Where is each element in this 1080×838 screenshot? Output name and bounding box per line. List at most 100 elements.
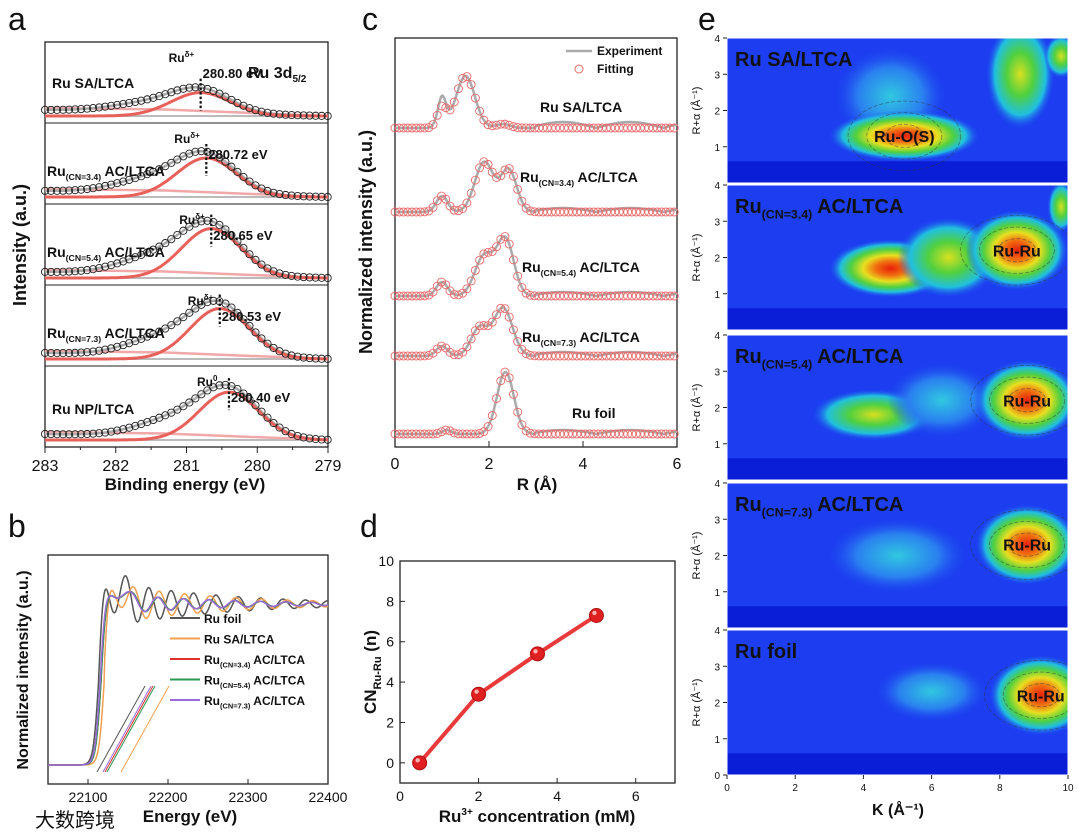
data-point [245,321,254,330]
fitting-point [504,239,514,249]
fitting-point [508,325,518,335]
fitting-point [390,123,400,133]
fitting-point [585,291,595,301]
y-tick-label: 4 [714,626,720,637]
data-point [269,343,278,352]
data-point [101,102,110,111]
sample-label: Ru(CN=7.3) AC/LTCA [47,325,165,344]
fitting-point [407,207,417,217]
fitting-point [597,429,607,439]
fitting-point [521,349,531,359]
species-label: Ru0 [197,374,218,389]
data-point [173,317,182,326]
data-point [323,273,332,283]
data-point [46,267,56,276]
data-point [131,97,140,106]
label-part: AC/LTCA [812,494,903,516]
data-point [185,308,194,317]
data-point [173,86,182,95]
fitting-point [508,122,518,132]
fitting-point [534,291,544,301]
data-point [101,262,110,271]
fitting-point [597,351,607,361]
x-tick-label: 283 [32,458,59,475]
data-point [317,435,326,444]
fitting-point [415,429,425,439]
fitting-point [492,242,501,252]
label-part: 5/2 [292,74,306,85]
fitting-point [648,123,658,133]
label-part: δ+ [195,212,205,221]
map-title: Ru SA/LTCA [735,49,852,71]
data-point [179,226,188,235]
data-point [77,105,86,114]
map-title: Ru(CN=7.3) AC/LTCA [735,494,903,520]
y-tick-label: 4 [714,181,720,192]
xanes-curve [48,575,328,766]
data-point [77,266,86,275]
peak-energy-label: 280.65 eV [213,228,273,243]
point-highlight [415,758,420,763]
data-point [245,177,254,186]
data-point [119,99,128,109]
ru-component-fit [45,390,328,442]
y-tick-label: 1 [714,588,720,599]
fitting-point [555,123,565,133]
fitting-point [593,351,603,361]
data-point [119,257,128,266]
peak-energy-label: 280.53 eV [222,309,282,324]
data-point [161,239,170,248]
fitting-point [500,304,510,314]
wavelet-map: Ru foil Ru-Ru 0 1 2 3 4 R+α (Å⁻¹) [690,626,1069,782]
fitting-point [627,207,637,217]
fitting-point [449,289,459,299]
fitting-point [458,73,468,83]
fitting-point [614,207,624,217]
label-part: Ru [204,694,220,708]
fitting-point [441,194,451,204]
fitting-point [593,291,603,301]
data-point [143,418,152,427]
fitting-point [525,206,535,216]
fitting-point [411,351,421,361]
intensity-lobe [986,38,1055,129]
fitting-point [538,207,548,217]
label-part: Ru-Ru [372,656,384,689]
fitting-point [420,123,430,133]
fitting-point [466,334,476,344]
fitting-point [420,291,430,301]
data-point [131,174,140,183]
contour-line [989,376,1065,424]
fitting-point [627,291,637,301]
point-highlight [592,610,597,616]
fitting-point [390,291,400,301]
data-point [89,347,98,356]
fitting-point [551,351,561,361]
data-point [311,192,320,201]
fitting-point [517,196,527,206]
contour-line [989,521,1065,569]
fitting-point [580,351,590,361]
label-part: Ru 3d [248,65,292,82]
fitting-point [513,407,523,417]
data-point [412,755,428,771]
x-tick-label: 279 [315,458,342,475]
ru-component-fit [45,91,328,118]
legend-label: Ru SA/LTCA [204,633,275,647]
data-point [46,430,56,439]
data-point [305,111,314,120]
data-point [311,111,320,120]
contour-line [978,226,1055,274]
data-point [305,354,314,363]
fitting-point [572,351,582,361]
label-part: δ+ [204,293,214,302]
fitting-point [585,123,595,133]
fitting-point [589,291,599,301]
label-part: (CN=5.4) [66,253,102,263]
contour-line [1002,671,1068,719]
label-part: (CN=7.3) [541,338,577,348]
contour-line [997,238,1036,263]
data-point [287,429,296,439]
data-point [65,267,74,276]
data-point [125,255,134,264]
